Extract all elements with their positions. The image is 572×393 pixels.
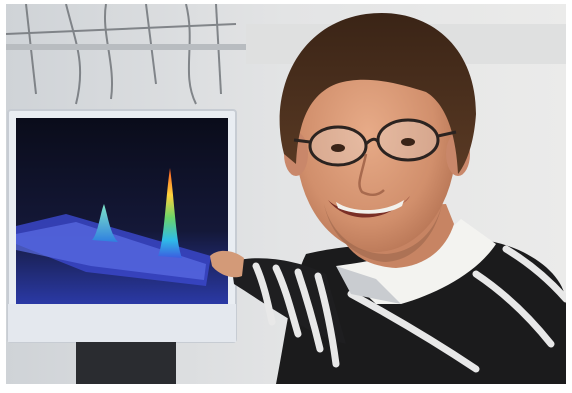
- shirt-shadow: [336, 266, 401, 304]
- shelf: [6, 44, 246, 50]
- photo: [6, 4, 566, 384]
- face: [296, 36, 456, 252]
- smile: [328, 196, 410, 218]
- right-eye: [401, 138, 415, 146]
- hair: [279, 12, 476, 174]
- hand: [210, 250, 244, 278]
- plot-peak-icon: [16, 168, 211, 286]
- monitor-bezel-bottom: [8, 304, 236, 342]
- monitor-icon: [7, 109, 237, 384]
- glasses-icon: [293, 118, 457, 167]
- teeth: [336, 200, 404, 214]
- left-eye: [331, 144, 345, 152]
- monitor-stand: [76, 342, 176, 384]
- nose: [358, 153, 385, 196]
- photo-scene: [6, 4, 566, 384]
- stubble: [324, 204, 442, 262]
